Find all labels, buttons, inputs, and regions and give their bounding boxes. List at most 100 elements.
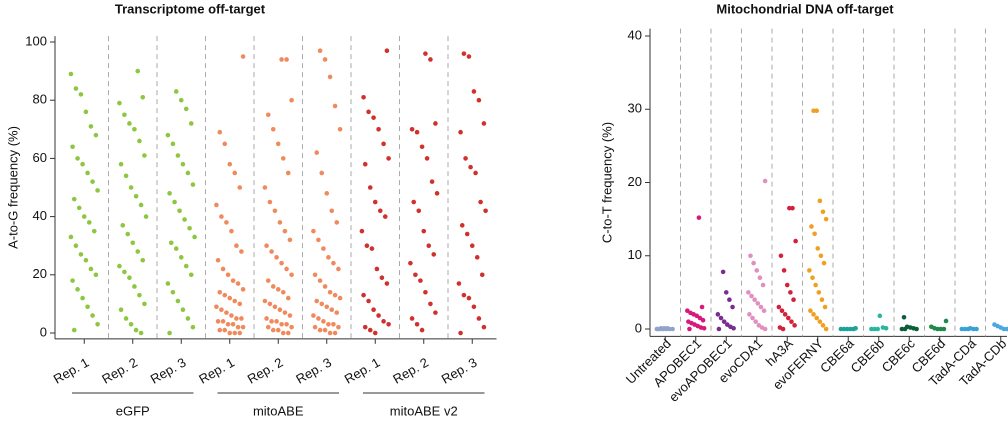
data-point xyxy=(813,282,818,288)
data-point xyxy=(384,281,390,286)
data-point xyxy=(235,281,241,286)
data-point xyxy=(230,278,236,283)
data-point xyxy=(364,243,370,248)
y-tick-label: 40 xyxy=(628,27,642,42)
data-point xyxy=(234,243,239,248)
data-point xyxy=(118,161,124,167)
data-point xyxy=(789,319,794,324)
data-point xyxy=(83,109,89,115)
data-point xyxy=(178,97,184,103)
data-point xyxy=(367,185,373,190)
data-point xyxy=(423,51,428,56)
data-point xyxy=(820,323,826,328)
data-point xyxy=(414,129,420,135)
data-point xyxy=(844,326,850,332)
data-point xyxy=(746,290,751,295)
x-tick-label: Rep. 1 xyxy=(51,355,92,387)
y-axis-label: A-to-G frequency (%) xyxy=(5,126,20,249)
data-point xyxy=(481,324,487,330)
data-point xyxy=(220,266,226,272)
data-point xyxy=(327,289,333,295)
data-point xyxy=(135,249,141,254)
y-tick-label: 100 xyxy=(25,33,47,48)
data-point xyxy=(117,100,122,106)
data-point xyxy=(173,89,179,94)
data-point xyxy=(319,170,325,176)
data-point xyxy=(229,228,234,234)
data-point xyxy=(755,301,761,306)
data-point xyxy=(367,327,373,333)
data-point xyxy=(1004,326,1008,332)
data-point xyxy=(324,191,330,196)
data-point xyxy=(239,316,244,321)
data-point xyxy=(841,326,847,332)
x-tick-label: CBE6b xyxy=(848,336,888,376)
data-point xyxy=(279,321,284,327)
data-point xyxy=(165,132,171,138)
data-point xyxy=(760,282,766,288)
data-point xyxy=(699,304,705,310)
data-point xyxy=(483,208,488,214)
data-point xyxy=(270,127,276,132)
data-point xyxy=(311,313,316,318)
data-point xyxy=(190,324,196,330)
data-point xyxy=(414,321,420,327)
data-point xyxy=(819,297,825,303)
data-point xyxy=(222,327,228,333)
data-point xyxy=(481,121,487,126)
data-point xyxy=(91,228,97,234)
data-point xyxy=(687,326,692,332)
data-point xyxy=(369,246,375,251)
data-point xyxy=(183,106,189,112)
data-point xyxy=(723,290,729,295)
data-point xyxy=(270,284,276,289)
data-point xyxy=(461,292,467,298)
data-point xyxy=(133,327,139,333)
data-point xyxy=(224,310,229,315)
data-point xyxy=(458,129,463,135)
data-point xyxy=(811,312,816,317)
data-point xyxy=(366,298,371,304)
data-point xyxy=(780,326,786,332)
data-point xyxy=(376,313,381,318)
data-point xyxy=(327,330,333,336)
data-point xyxy=(232,330,238,336)
data-point xyxy=(314,298,320,304)
data-point xyxy=(476,97,482,103)
data-point xyxy=(312,272,318,278)
data-point xyxy=(95,188,100,193)
data-point xyxy=(727,297,732,303)
data-point xyxy=(1001,326,1007,332)
data-point xyxy=(872,326,877,332)
data-point xyxy=(173,246,179,251)
data-point xyxy=(240,287,246,292)
data-point xyxy=(122,112,127,118)
data-point xyxy=(382,214,388,219)
data-point xyxy=(374,266,380,272)
data-point xyxy=(75,287,80,292)
data-point xyxy=(469,243,475,248)
data-point xyxy=(791,297,796,303)
data-point xyxy=(225,321,231,327)
data-point xyxy=(434,191,440,196)
data-point xyxy=(409,127,415,132)
data-point xyxy=(331,321,336,327)
data-point xyxy=(312,324,318,330)
data-point xyxy=(814,108,820,114)
data-point xyxy=(168,240,174,246)
data-point xyxy=(823,216,829,222)
data-point xyxy=(665,325,670,331)
data-point xyxy=(180,307,186,313)
data-point xyxy=(317,327,323,333)
data-point xyxy=(81,214,87,219)
data-point xyxy=(781,268,787,273)
x-tick-label: Rep. 1 xyxy=(196,355,237,387)
data-point xyxy=(362,324,368,330)
data-point xyxy=(471,304,477,310)
data-point xyxy=(419,327,425,333)
data-point xyxy=(336,324,341,330)
data-point xyxy=(901,314,907,320)
data-point xyxy=(128,185,134,190)
data-point xyxy=(381,319,386,324)
data-point xyxy=(177,208,182,214)
